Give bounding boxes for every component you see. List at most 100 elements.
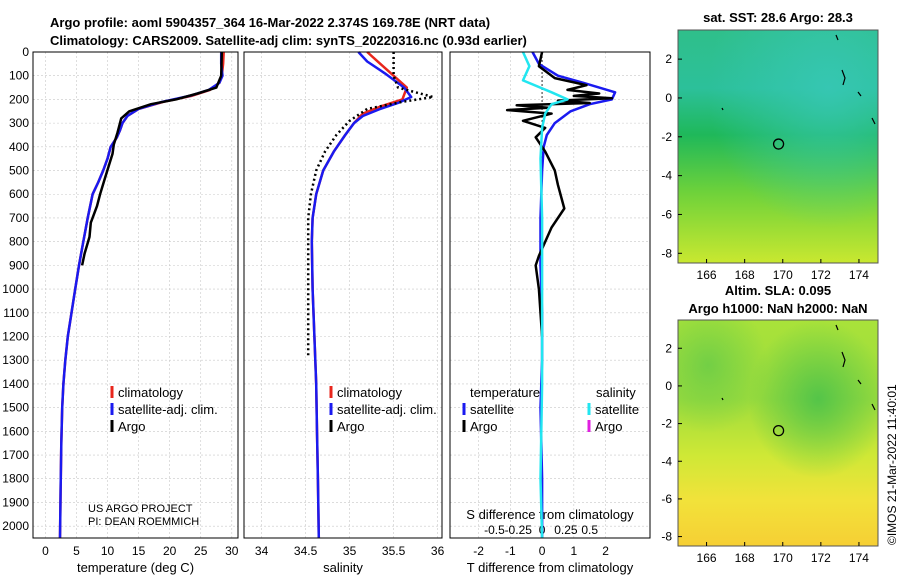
s-diff-tick-label: -0.5	[484, 523, 505, 537]
map-y-tick-label: -2	[661, 130, 672, 144]
map-y-tick-label: 0	[665, 91, 672, 105]
x-tick-label: 1	[570, 544, 577, 558]
x-tick-label: 35.5	[382, 544, 406, 558]
map-x-tick-label: 166	[697, 551, 717, 565]
sst-map-axes: 166 168 170 172 174 -8 -6 -4 -2 0 2	[661, 52, 869, 282]
depth-tick-label: 700	[9, 211, 29, 225]
series-argo	[306, 52, 435, 356]
sla-float-marker	[772, 424, 785, 437]
depth-axis-labels: 0 100 200 300 400 500 600 700 800 900 1000 1100 1200…	[2, 45, 29, 533]
series-satellite-adj-clim-	[58, 52, 224, 539]
depth-tick-label: 800	[9, 235, 29, 249]
sst-map-frame	[677, 29, 879, 264]
depth-tick-label: 1200	[2, 329, 29, 343]
x-tick-label: -2	[473, 544, 484, 558]
depth-tick-label: 2000	[2, 519, 29, 533]
map-x-tick-label: 168	[735, 268, 755, 282]
map-x-tick-label: 174	[849, 551, 869, 565]
x-tick-label: 5	[73, 544, 80, 558]
difference-panel: -2 -1 0 1 2-0.5 -0.25 0 0.25 0.5S difference fro…	[449, 51, 651, 575]
map-y-tick-label: -4	[661, 169, 672, 183]
depth-tick-label: 1700	[2, 448, 29, 462]
sla-map-frame	[677, 319, 879, 547]
credit-line1: US ARGO PROJECT	[88, 503, 193, 515]
credit-line2: PI: DEAN ROEMMICH	[88, 516, 199, 528]
sla-map-axes: 166 168 170 172 174 -8 -6 -4 -2 0 2	[661, 341, 869, 565]
legend-sal-satellite-label: satellite	[595, 402, 639, 417]
map-x-tick-label: 170	[773, 268, 793, 282]
map-y-tick-label: -6	[661, 207, 672, 221]
x-tick-label: 2	[602, 544, 609, 558]
temperature-legend: climatology satellite-adj. clim. Argo	[110, 385, 218, 434]
header-line1: Argo profile: aoml 5904357_364 16-Mar-20…	[50, 15, 490, 30]
sla-map: 166 168 170 172 174 -8 -6 -4 -2 0 2	[661, 319, 879, 565]
map-y-tick-label: 2	[665, 341, 672, 355]
depth-tick-label: 1400	[2, 377, 29, 391]
x-tick-label: 30	[225, 544, 239, 558]
sla-anomaly-b	[678, 320, 878, 546]
sla-map-title: Altim. SLA: 0.095	[725, 283, 831, 298]
sst-warm-pool	[678, 30, 878, 263]
x-tick-label: 20	[163, 544, 177, 558]
map-y-tick-label: -2	[661, 417, 672, 431]
difference-legend: temperature salinity satellite Argo sate…	[462, 385, 639, 434]
salinity-panel: 34 34.5 35 35.5 36 salinity	[243, 51, 445, 575]
map-x-tick-label: 170	[773, 551, 793, 565]
depth-tick-label: 1800	[2, 472, 29, 486]
map-x-tick-label: 172	[811, 268, 831, 282]
x-axis-label: T difference from climatology	[467, 560, 634, 575]
legend-satellite-label: satellite-adj. clim.	[337, 402, 437, 417]
depth-tick-label: 1000	[2, 282, 29, 296]
depth-tick-label: 1100	[3, 306, 29, 320]
map-x-tick-label: 172	[811, 551, 831, 565]
depth-tick-label: 400	[9, 140, 29, 154]
header-line2: Climatology: CARS2009. Satellite-adj cli…	[50, 33, 527, 48]
legend-salinity-heading: salinity	[596, 385, 636, 400]
sla-coastline	[721, 324, 876, 411]
x-tick-label: 0	[42, 544, 49, 558]
series-argo	[80, 51, 224, 266]
depth-tick-label: 100	[9, 69, 29, 83]
x-tick-label: 25	[194, 544, 208, 558]
legend-temp-satellite-label: satellite	[470, 402, 514, 417]
legend-argo-label: Argo	[118, 419, 145, 434]
x-tick-label: 0	[539, 544, 546, 558]
series-climatology	[58, 51, 225, 539]
legend-argo-label: Argo	[337, 419, 364, 434]
map-x-tick-label: 174	[849, 268, 869, 282]
depth-tick-label: 500	[9, 164, 29, 178]
legend-sal-argo-label: Argo	[595, 419, 622, 434]
legend-satellite-label: satellite-adj. clim.	[118, 402, 218, 417]
x-tick-label: 34.5	[294, 544, 318, 558]
sst-map: 166 168 170 172 174 -8 -6 -4 -2 0 2	[661, 29, 879, 282]
map-x-tick-label: 166	[697, 268, 717, 282]
salinity-legend: climatology satellite-adj. clim. Argo	[329, 385, 437, 434]
series-climatology	[310, 51, 409, 539]
axes-frame	[32, 51, 239, 539]
axes-frame	[449, 51, 651, 539]
depth-tick-label: 1500	[2, 401, 29, 415]
depth-tick-label: 300	[9, 116, 29, 130]
x-tick-label: 36	[431, 544, 445, 558]
map-y-tick-label: 0	[665, 379, 672, 393]
map-y-tick-label: -8	[661, 246, 672, 260]
x-tick-label: -1	[505, 544, 516, 558]
sst-map-title: sat. SST: 28.6 Argo: 28.3	[703, 10, 853, 25]
series-salinity-satellite	[521, 51, 569, 539]
temperature-panel: 0 5 10 15 20 25 30 temperature (deg C)	[32, 51, 239, 575]
legend-temp-argo-label: Argo	[470, 419, 497, 434]
sla-map-subtitle: Argo h1000: NaN h2000: NaN	[688, 301, 867, 316]
watermark: ©IMOS 21-Mar-2022 11:40:01	[885, 384, 899, 545]
depth-tick-label: 0	[22, 45, 29, 59]
series-temperature-argo	[505, 51, 614, 337]
x-axis-label: temperature (deg C)	[77, 560, 194, 575]
map-y-tick-label: -8	[661, 530, 672, 544]
legend-climatology-label: climatology	[118, 385, 184, 400]
x-tick-label: 34	[255, 544, 269, 558]
x-tick-label: 35	[343, 544, 357, 558]
depth-tick-label: 1300	[2, 353, 29, 367]
series-satellite-adj-clim-	[310, 51, 413, 539]
legend-temperature-heading: temperature	[470, 385, 540, 400]
s-diff-tick-label: 0.25	[554, 523, 578, 537]
